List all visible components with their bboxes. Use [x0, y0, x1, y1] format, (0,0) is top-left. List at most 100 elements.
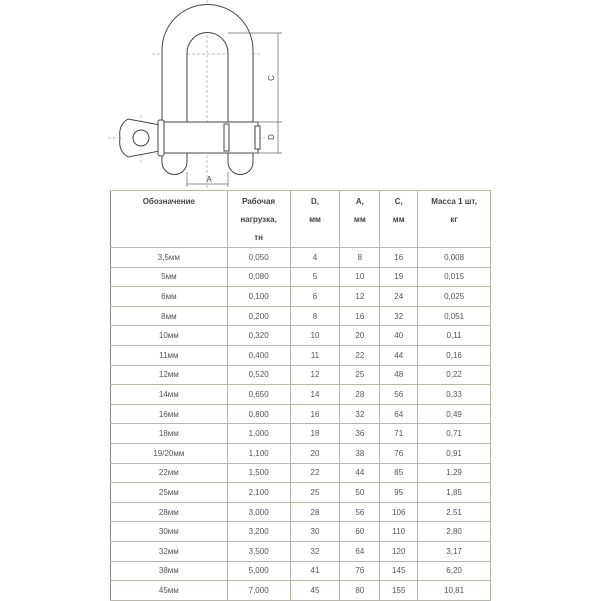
table-row: 25мм 2,100 25 50 95 1,85 — [110, 482, 491, 503]
cell-d: 32 — [289, 540, 341, 562]
cell-a: 56 — [339, 501, 381, 523]
cell-designation: 28мм — [110, 501, 228, 523]
cell-c: 16 — [379, 247, 419, 268]
cell-designation: 22мм — [110, 462, 228, 484]
cell-working-load: 7,000 — [226, 580, 291, 601]
cell-c: 48 — [379, 364, 419, 386]
cell-d: 11 — [289, 344, 341, 366]
column-header-a: A, мм — [339, 190, 381, 248]
cell-working-load: 2,100 — [226, 482, 291, 503]
dimension-lines — [186, 32, 282, 187]
cell-designation: 38мм — [110, 560, 228, 582]
cell-mass: 0,49 — [417, 403, 491, 425]
table-row: 30мм 3,200 30 60 110 2,80 — [110, 521, 491, 542]
column-header-line: нагрузка, — [240, 215, 277, 224]
shackle-specs-table: Обозначение Рабочая нагрузка, тн D, мм A, мм C, м… — [110, 190, 491, 601]
cell-designation: 45мм — [110, 580, 228, 601]
cell-working-load: 0,080 — [226, 266, 291, 288]
cell-c: 40 — [379, 325, 419, 346]
column-header-c: C, мм — [379, 190, 419, 248]
cell-c: 32 — [379, 305, 419, 327]
cell-d: 28 — [289, 501, 341, 523]
cell-a: 32 — [339, 403, 381, 425]
column-header-line: Обозначение — [142, 197, 195, 206]
cell-a: 8 — [339, 247, 381, 268]
cell-mass: 3,17 — [417, 540, 491, 562]
cell-mass: 0,008 — [417, 247, 491, 268]
cell-mass: 0,015 — [417, 266, 491, 288]
cell-designation: 16мм — [110, 403, 228, 425]
cell-designation: 18мм — [110, 423, 228, 444]
cell-d: 5 — [289, 266, 341, 288]
cell-d: 20 — [289, 442, 341, 464]
cell-d: 12 — [289, 364, 341, 386]
shackle-drawing: A C D — [108, 0, 282, 190]
cell-working-load: 0,050 — [226, 247, 291, 268]
cell-d: 10 — [289, 325, 341, 346]
cell-c: 56 — [379, 384, 419, 405]
cell-a: 25 — [339, 364, 381, 386]
cell-designation: 12мм — [110, 364, 228, 386]
cell-designation: 8мм — [110, 305, 228, 327]
cell-designation: 11мм — [110, 344, 228, 366]
table-header-row: Обозначение Рабочая нагрузка, тн D, мм A, мм C, м… — [110, 190, 491, 248]
cell-mass: 1,29 — [417, 462, 491, 484]
cell-designation: 10мм — [110, 325, 228, 346]
cell-a: 28 — [339, 384, 381, 405]
cell-designation: 30мм — [110, 521, 228, 542]
column-header-line: тн — [254, 233, 264, 242]
column-header-mass: Масса 1 шт, кг — [417, 190, 491, 248]
column-header-line: мм — [392, 215, 405, 224]
table-row: 22мм 1,500 22 44 85 1,29 — [110, 462, 491, 484]
cell-c: 106 — [379, 501, 419, 523]
cell-a: 20 — [339, 325, 381, 346]
cell-working-load: 1,000 — [226, 423, 291, 444]
cell-designation: 25мм — [110, 482, 228, 503]
cell-mass: 10,81 — [417, 580, 491, 601]
cell-a: 50 — [339, 482, 381, 503]
cell-a: 64 — [339, 540, 381, 562]
table-row: 6мм 0,100 6 12 24 0,025 — [110, 286, 491, 307]
cell-designation: 32мм — [110, 540, 228, 562]
cell-mass: 0,33 — [417, 384, 491, 405]
table-row: 28мм 3,000 28 56 106 2,51 — [110, 501, 491, 523]
cell-designation: 3,5мм — [110, 247, 228, 268]
cell-mass: 6,20 — [417, 560, 491, 582]
cell-d: 25 — [289, 482, 341, 503]
column-header-line: Масса 1 шт, — [431, 197, 477, 206]
cell-mass: 0,16 — [417, 344, 491, 366]
cell-working-load: 0,320 — [226, 325, 291, 346]
table-row: 8мм 0,200 8 16 32 0,051 — [110, 305, 491, 327]
table-row: 12мм 0,520 12 25 48 0,22 — [110, 364, 491, 386]
cell-c: 155 — [379, 580, 419, 601]
column-header-line: C, — [394, 197, 403, 206]
table-row: 19/20мм 1,100 20 38 76 0,91 — [110, 442, 491, 464]
cell-a: 44 — [339, 462, 381, 484]
cell-d: 6 — [289, 286, 341, 307]
table-row: 32мм 3,500 32 64 120 3,17 — [110, 540, 491, 562]
cell-c: 76 — [379, 442, 419, 464]
cell-working-load: 3,200 — [226, 521, 291, 542]
table-row: 18мм 1,000 18 36 71 0,71 — [110, 423, 491, 444]
cell-mass: 2,80 — [417, 521, 491, 542]
cell-a: 60 — [339, 521, 381, 542]
table-row: 10мм 0,320 10 20 40 0,11 — [110, 325, 491, 346]
cell-a: 16 — [339, 305, 381, 327]
cell-c: 145 — [379, 560, 419, 582]
table-row: 16мм 0,800 16 32 64 0,49 — [110, 403, 491, 425]
cell-c: 120 — [379, 540, 419, 562]
cell-mass: 0,91 — [417, 442, 491, 464]
cell-a: 12 — [339, 286, 381, 307]
cell-a: 22 — [339, 344, 381, 366]
cell-mass: 2,51 — [417, 501, 491, 523]
cell-working-load: 5,000 — [226, 560, 291, 582]
column-header-line: D, — [310, 197, 319, 206]
column-header-designation: Обозначение — [110, 190, 228, 248]
cell-c: 19 — [379, 266, 419, 288]
cell-c: 95 — [379, 482, 419, 503]
cell-d: 14 — [289, 384, 341, 405]
cell-working-load: 0,200 — [226, 305, 291, 327]
cell-working-load: 1,500 — [226, 462, 291, 484]
cell-a: 10 — [339, 266, 381, 288]
cell-c: 24 — [379, 286, 419, 307]
